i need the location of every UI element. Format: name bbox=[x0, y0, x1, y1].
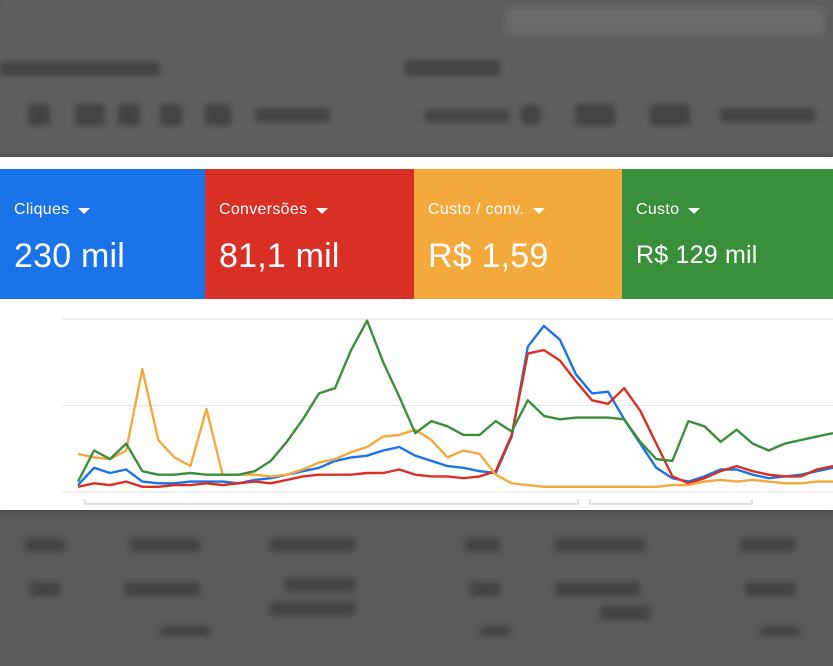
blurred-cell bbox=[130, 538, 200, 552]
blurred-icon bbox=[28, 104, 50, 126]
blurred-toolbar-area bbox=[0, 0, 833, 160]
blurred-icon bbox=[75, 104, 105, 126]
metric-tiles: Cliques 230 mil Conversões 81,1 mil Cust… bbox=[0, 169, 833, 299]
metric-label: Custo bbox=[636, 201, 833, 219]
metric-tile-custo-conv[interactable]: Custo / conv. R$ 1,59 bbox=[414, 169, 622, 299]
blurred-cell bbox=[465, 538, 500, 552]
blurred-cell bbox=[480, 626, 510, 636]
blurred-cell bbox=[25, 538, 65, 552]
blurred-icon bbox=[160, 104, 182, 126]
blurred-label bbox=[255, 108, 330, 122]
metric-value: 81,1 mil bbox=[219, 237, 340, 275]
series-line-4 bbox=[76, 319, 833, 483]
range-bracket-1 bbox=[84, 499, 579, 505]
blurred-icon bbox=[205, 104, 231, 126]
blurred-cell bbox=[285, 578, 355, 592]
blurred-title bbox=[0, 62, 160, 76]
blurred-icon bbox=[118, 104, 140, 126]
blurred-cell bbox=[30, 582, 60, 596]
metric-value: 230 mil bbox=[14, 237, 126, 275]
blurred-section-label bbox=[405, 60, 500, 76]
metric-tile-conversoes[interactable]: Conversões 81,1 mil bbox=[205, 169, 414, 299]
blurred-label bbox=[425, 110, 510, 122]
blurred-cell bbox=[600, 606, 650, 620]
metric-tile-cliques[interactable]: Cliques 230 mil bbox=[0, 169, 205, 299]
blurred-cell bbox=[740, 538, 795, 552]
range-bracket-2 bbox=[589, 499, 753, 505]
blurred-icon bbox=[650, 104, 690, 126]
blurred-cell bbox=[555, 582, 640, 596]
blurred-table-area bbox=[0, 510, 833, 666]
dropdown-arrow-icon[interactable] bbox=[533, 207, 546, 214]
performance-card: Cliques 230 mil Conversões 81,1 mil Cust… bbox=[0, 157, 833, 510]
metric-label: Conversões bbox=[219, 201, 414, 219]
dropdown-arrow-icon[interactable] bbox=[78, 207, 91, 214]
blurred-cell bbox=[270, 538, 355, 552]
blurred-cell bbox=[745, 582, 795, 596]
metric-value: R$ 1,59 bbox=[428, 237, 549, 275]
series-line-2 bbox=[77, 348, 833, 489]
metric-label: Custo / conv. bbox=[428, 201, 622, 219]
blurred-search-bar bbox=[505, 8, 825, 34]
blurred-toggle bbox=[520, 104, 542, 126]
blurred-cell bbox=[470, 582, 500, 596]
metric-tile-custo[interactable]: Custo R$ 129 mil bbox=[622, 169, 833, 299]
blurred-cell bbox=[160, 626, 210, 636]
metric-value: R$ 129 mil bbox=[636, 241, 758, 269]
performance-line-chart bbox=[62, 318, 833, 505]
metric-label: Cliques bbox=[14, 201, 205, 219]
series-line-1 bbox=[77, 324, 833, 486]
blurred-cell bbox=[125, 582, 200, 596]
blurred-cell bbox=[270, 602, 355, 616]
blurred-cell bbox=[760, 626, 800, 636]
dropdown-arrow-icon[interactable] bbox=[316, 207, 329, 214]
blurred-label bbox=[720, 108, 815, 122]
dropdown-arrow-icon[interactable] bbox=[688, 207, 701, 214]
blurred-cell bbox=[555, 538, 645, 552]
blurred-icon bbox=[575, 104, 615, 126]
series-line-3 bbox=[77, 367, 833, 489]
